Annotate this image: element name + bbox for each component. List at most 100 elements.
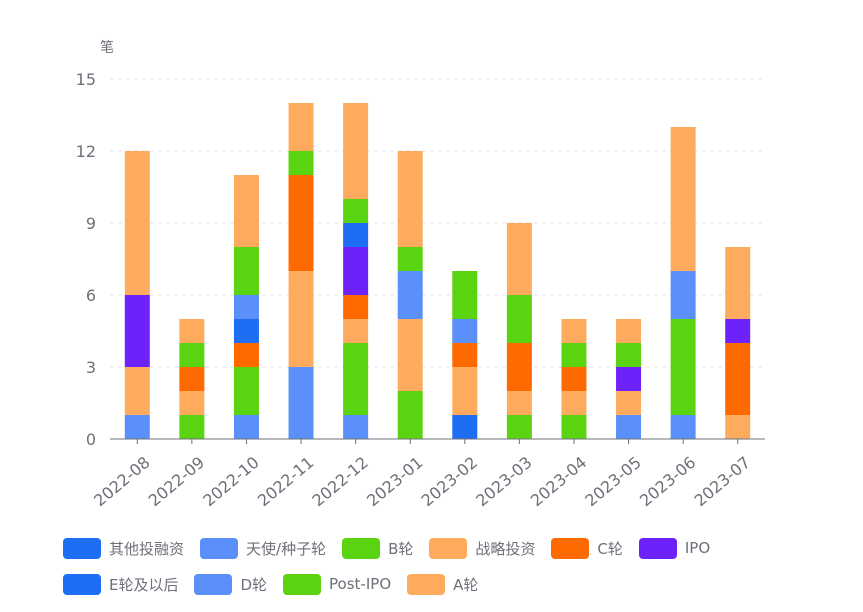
legend-label: D轮 — [240, 575, 268, 594]
legend-label: Post-IPO — [329, 575, 392, 593]
bar-segment[interactable] — [561, 319, 587, 343]
bar-segment[interactable] — [506, 391, 532, 415]
bar-segment[interactable] — [179, 415, 205, 439]
bar-segment[interactable] — [397, 319, 423, 391]
bar-segment[interactable] — [725, 415, 751, 439]
bar-segment[interactable] — [343, 343, 369, 415]
bar-segment[interactable] — [288, 175, 314, 271]
legend-swatch — [200, 537, 239, 559]
bar-segment[interactable] — [343, 199, 369, 223]
bar-segment[interactable] — [343, 415, 369, 439]
y-tick-label: 6 — [86, 286, 96, 305]
legend-label: 天使/种子轮 — [246, 539, 327, 558]
x-tick-label: 2023-03 — [472, 453, 535, 511]
legend-swatch — [551, 537, 590, 559]
legend-label: A轮 — [453, 575, 479, 594]
bar-segment[interactable] — [725, 247, 751, 319]
bar-segment[interactable] — [179, 343, 205, 367]
bar-segment[interactable] — [670, 319, 696, 415]
x-tick-label: 2023-05 — [581, 453, 644, 511]
bar-segment[interactable] — [288, 271, 314, 367]
bar-segment[interactable] — [561, 391, 587, 415]
bar-segment[interactable] — [561, 343, 587, 367]
legend-row: 其他投融资 天使/种子轮 B轮 战略投资 C轮 IPO — [63, 530, 823, 566]
bar-segment[interactable] — [452, 415, 478, 439]
bar-segment[interactable] — [288, 151, 314, 175]
x-tick-label: 2023-04 — [527, 453, 590, 511]
bar-segment[interactable] — [506, 223, 532, 295]
bar-segment[interactable] — [124, 415, 150, 439]
bar-segment[interactable] — [506, 343, 532, 391]
bar-segment[interactable] — [233, 415, 259, 439]
bar-segment[interactable] — [288, 367, 314, 439]
bar-segment[interactable] — [725, 343, 751, 415]
legend-item[interactable]: IPO — [638, 537, 711, 559]
legend-item[interactable]: A轮 — [407, 573, 479, 595]
legend-item[interactable]: 其他投融资 — [63, 537, 185, 559]
bar-segment[interactable] — [725, 319, 751, 343]
bar-segment[interactable] — [179, 391, 205, 415]
bar-segment[interactable] — [452, 343, 478, 367]
legend-swatch — [342, 537, 381, 559]
bar-segment[interactable] — [233, 247, 259, 295]
bar-segment[interactable] — [506, 415, 532, 439]
bar-segment[interactable] — [288, 103, 314, 151]
bar-segment[interactable] — [343, 247, 369, 295]
bar-segment[interactable] — [616, 319, 642, 343]
bar-segment[interactable] — [452, 271, 478, 319]
legend-swatch — [63, 537, 101, 559]
legend-item[interactable]: 战略投资 — [429, 537, 535, 559]
legend-item[interactable]: Post-IPO — [283, 573, 392, 595]
legend-item[interactable]: 天使/种子轮 — [200, 537, 327, 559]
bar-segment[interactable] — [124, 367, 150, 415]
legend-label: 其他投融资 — [109, 539, 185, 558]
legend-item[interactable]: B轮 — [342, 537, 413, 559]
bar-segment[interactable] — [179, 367, 205, 391]
legend-item[interactable]: C轮 — [551, 537, 623, 559]
bar-segment[interactable] — [179, 319, 205, 343]
bar-segment[interactable] — [233, 343, 259, 367]
bar-segment[interactable] — [397, 247, 423, 271]
legend-label: IPO — [684, 539, 711, 557]
bar-segment[interactable] — [670, 415, 696, 439]
x-tick-label: 2022-10 — [199, 453, 262, 511]
bar-segment[interactable] — [452, 367, 478, 415]
bars — [124, 103, 751, 439]
bar-segment[interactable] — [561, 415, 587, 439]
grid-lines — [110, 78, 765, 368]
legend-swatch — [407, 573, 446, 595]
bar-segment[interactable] — [616, 367, 642, 391]
bar-segment[interactable] — [343, 295, 369, 319]
bar-segment[interactable] — [670, 271, 696, 319]
bar-segment[interactable] — [343, 103, 369, 199]
bar-segment[interactable] — [506, 295, 532, 343]
x-tick-label: 2022-09 — [145, 453, 208, 511]
bar-segment[interactable] — [343, 319, 369, 343]
bar-segment[interactable] — [561, 367, 587, 391]
bar-segment[interactable] — [397, 391, 423, 439]
bar-segment[interactable] — [452, 319, 478, 343]
bar-segment[interactable] — [343, 223, 369, 247]
bar-segment[interactable] — [670, 127, 696, 271]
bar-segment[interactable] — [616, 391, 642, 415]
legend-swatch — [638, 537, 677, 559]
bar-segment[interactable] — [397, 151, 423, 247]
legend-swatch — [283, 573, 322, 595]
bar-segment[interactable] — [233, 175, 259, 247]
bar-segment[interactable] — [616, 415, 642, 439]
y-axis-unit-label: 笔 — [100, 40, 114, 56]
legend-item[interactable]: D轮 — [194, 573, 268, 595]
bar-segment[interactable] — [233, 319, 259, 343]
bar-segment[interactable] — [616, 343, 642, 367]
legend-item[interactable]: E轮及以后 — [63, 573, 178, 595]
bar-segment[interactable] — [124, 151, 150, 295]
bar-segment[interactable] — [397, 271, 423, 319]
y-tick-label: 9 — [86, 214, 96, 233]
y-tick-label: 15 — [76, 70, 96, 89]
bar-segment[interactable] — [233, 367, 259, 415]
x-tick-label: 2023-06 — [636, 453, 699, 511]
bar-segment[interactable] — [124, 295, 150, 367]
bar-segment[interactable] — [233, 295, 259, 319]
